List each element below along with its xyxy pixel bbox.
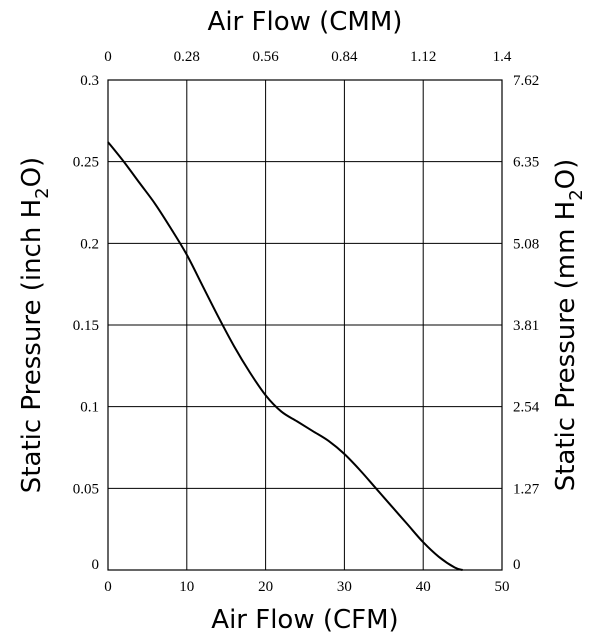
tick-layer: 0 10 20 30 40 500 0.28 0.56 0.84 1.12 1.400.050.10… — [73, 49, 540, 595]
y-tick-label: 0.05 — [73, 481, 99, 497]
x2-tick-label: 0 — [104, 49, 112, 65]
y2-tick-label: 0 — [513, 557, 521, 573]
x-tick-label: 30 — [337, 579, 352, 595]
y2-tick-label: 3.81 — [513, 318, 539, 334]
left-axis-title-main: Static Pressure (inch H — [17, 199, 47, 493]
x2-tick-label: 1.12 — [410, 49, 436, 65]
x-tick-label: 10 — [179, 579, 194, 595]
top-axis-title: Air Flow (CMM) — [208, 7, 403, 37]
bottom-axis-title: Air Flow (CFM) — [211, 605, 398, 635]
y2-tick-label: 6.35 — [513, 155, 539, 171]
x-tick-label: 0 — [104, 579, 112, 595]
x-tick-label: 40 — [416, 579, 431, 595]
pq-curve-line — [107, 141, 463, 571]
x2-tick-label: 0.56 — [252, 49, 279, 65]
y2-tick-label: 1.27 — [513, 481, 540, 497]
right-axis-title-tail: O) — [551, 159, 581, 190]
plot-frame — [107, 79, 503, 571]
x-tick-label: 50 — [495, 579, 510, 595]
right-axis-title: Static Pressure (mm H2O) — [551, 159, 587, 492]
x2-tick-label: 1.4 — [493, 49, 512, 65]
y2-tick-label: 5.08 — [513, 236, 539, 252]
right-axis-title-subscript: 2 — [566, 189, 587, 200]
left-axis-title-subscript: 2 — [32, 187, 53, 198]
grid-layer — [108, 80, 502, 570]
y-tick-label: 0.25 — [73, 155, 99, 171]
x-tick-label: 20 — [258, 579, 273, 595]
left-axis-title-tail: O) — [17, 157, 47, 188]
y-tick-label: 0.1 — [80, 400, 99, 416]
y-tick-label: 0 — [92, 557, 100, 573]
y-tick-label: 0.15 — [73, 318, 99, 334]
curve-layer — [107, 141, 463, 571]
y-tick-label: 0.3 — [80, 73, 99, 89]
y2-tick-label: 2.54 — [513, 400, 540, 416]
x2-tick-label: 0.84 — [331, 49, 358, 65]
y2-tick-label: 7.62 — [513, 73, 539, 89]
right-axis-title-main: Static Pressure (mm H — [551, 201, 581, 492]
left-axis-title: Static Pressure (inch H2O) — [17, 157, 53, 493]
x2-tick-label: 0.28 — [174, 49, 200, 65]
y-tick-label: 0.2 — [80, 236, 99, 252]
